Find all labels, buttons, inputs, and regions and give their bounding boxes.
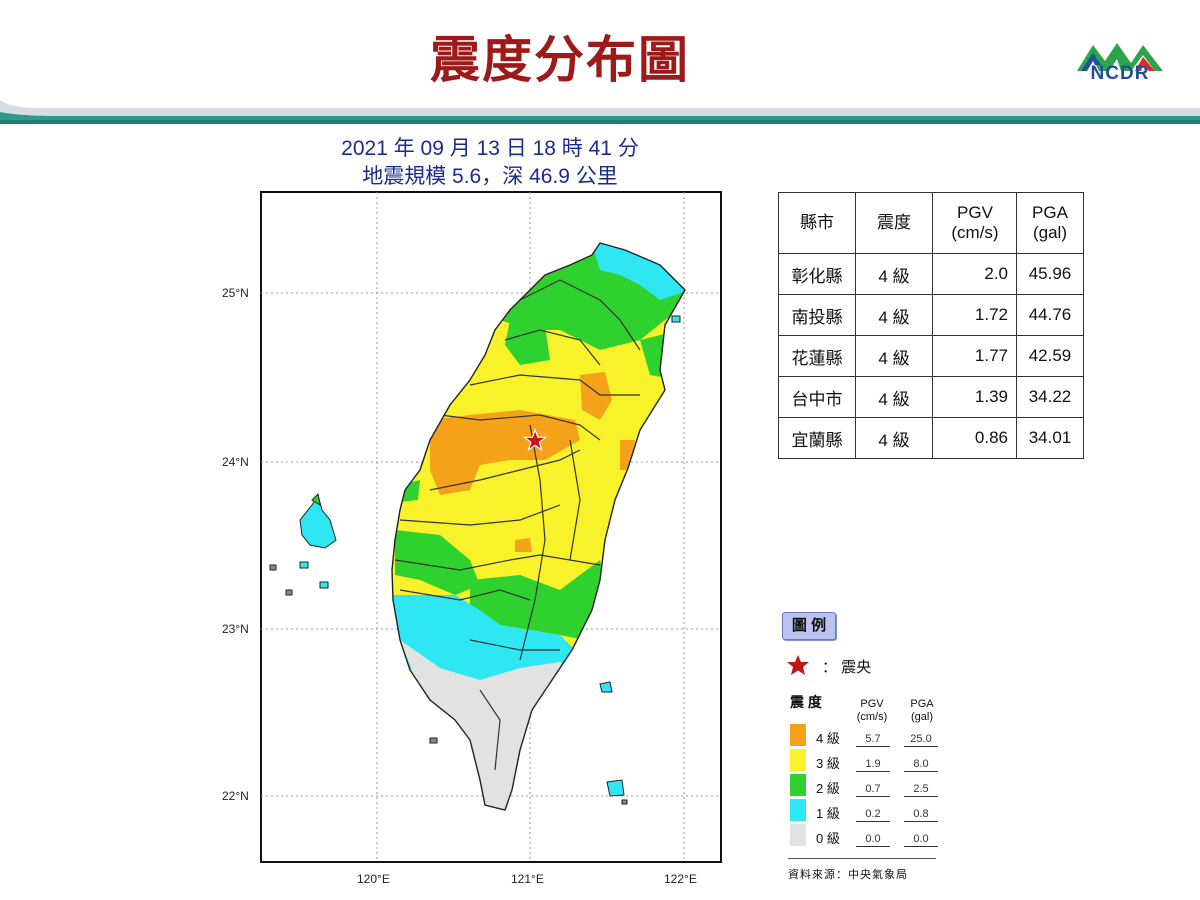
- cell-pgv: 1.72: [932, 294, 1017, 336]
- header-pgv: PGV (cm/s): [932, 192, 1017, 254]
- cell-intensity: 4 級: [855, 253, 933, 295]
- liuqiu-island: [429, 737, 438, 744]
- header-pga: PGA (gal): [1016, 192, 1084, 254]
- legend-col-intensity: 震 度: [790, 694, 822, 710]
- cell-intensity: 4 級: [855, 376, 933, 418]
- legend-pga-threshold: 8.0: [904, 757, 938, 772]
- table-row: 南投縣 4 級 1.72 44.76: [778, 294, 1084, 336]
- legend-pgv-threshold: 0.7: [856, 782, 890, 797]
- cell-county: 台中市: [778, 376, 856, 418]
- cell-pgv: 0.86: [932, 417, 1017, 459]
- table-row: 彰化縣 4 級 2.0 45.96: [778, 253, 1084, 295]
- legend-pgv-threshold: 0.2: [856, 807, 890, 822]
- cell-county: 南投縣: [778, 294, 856, 336]
- lat-label: 24°N: [222, 455, 249, 469]
- cell-pga: 45.96: [1016, 253, 1084, 295]
- cell-pga: 34.01: [1016, 417, 1084, 459]
- ncdr-logo-text: NCDR: [1090, 63, 1150, 84]
- orchid-island: [606, 779, 628, 805]
- legend-divider: [788, 858, 936, 859]
- cell-county: 宜蘭縣: [778, 417, 856, 459]
- table-row: 花蓮縣 4 級 1.77 42.59: [778, 335, 1084, 377]
- cell-pgv: 2.0: [932, 253, 1017, 295]
- legend-color-swatch: [790, 824, 806, 846]
- header-intensity: 震度: [855, 192, 933, 254]
- guishan-island: [671, 315, 681, 323]
- legend-pga-threshold: 25.0: [904, 732, 938, 747]
- lon-label: 120°E: [357, 872, 390, 886]
- data-source: 資料來源：中央氣象局: [788, 869, 908, 881]
- legend-level-label: 0 級: [816, 831, 840, 846]
- legend-color-swatch: [790, 774, 806, 796]
- table-header-row: 縣市 震度 PGV (cm/s) PGA (gal): [778, 192, 1084, 254]
- lon-label: 121°E: [511, 872, 544, 886]
- event-time: 2021 年 09 月 13 日 18 時 41 分: [341, 137, 639, 160]
- legend-level-label: 1 級: [816, 806, 840, 821]
- table-row: 宜蘭縣 4 級 0.86 34.01: [778, 417, 1084, 459]
- penghu-islands: [269, 492, 337, 596]
- cell-pga: 44.76: [1016, 294, 1084, 336]
- lat-label: 25°N: [222, 286, 249, 300]
- lat-label: 23°N: [222, 622, 249, 636]
- cell-pga: 42.59: [1016, 335, 1084, 377]
- page-title: 震度分布圖: [430, 31, 690, 89]
- legend-level-label: 4 級: [816, 731, 840, 746]
- table-row: 台中市 4 級 1.39 34.22: [778, 376, 1084, 418]
- cell-pgv: 1.77: [932, 335, 1017, 377]
- legend-epicenter-label: ： 震央: [822, 659, 872, 676]
- lat-label: 22°N: [222, 789, 249, 803]
- legend-color-swatch: [790, 799, 806, 821]
- county-boundaries: [394, 279, 641, 771]
- legend-color-swatch: [790, 724, 806, 746]
- legend-star-icon: [787, 655, 809, 675]
- legend-pgv-threshold: 5.7: [856, 732, 890, 747]
- header-county: 縣市: [778, 192, 856, 254]
- legend-pgv-threshold: 1.9: [856, 757, 890, 772]
- cell-intensity: 4 級: [855, 335, 933, 377]
- cell-pga: 34.22: [1016, 376, 1084, 418]
- legend-pgv-threshold: 0.0: [856, 832, 890, 847]
- event-magnitude-depth: 地震規模 5.6，深 46.9 公里: [362, 165, 618, 188]
- legend-col-pga: PGA (gal): [910, 698, 934, 723]
- cell-pgv: 1.39: [932, 376, 1017, 418]
- legend-color-swatch: [790, 749, 806, 771]
- legend-title: 圖 例: [782, 612, 836, 640]
- legend-pga-threshold: 0.8: [904, 807, 938, 822]
- legend-pga-threshold: 0.0: [904, 832, 938, 847]
- legend-col-pgv: PGV (cm/s): [856, 698, 888, 723]
- green-island: [599, 681, 613, 693]
- legend-level-label: 2 級: [816, 781, 840, 796]
- cell-county: 彰化縣: [778, 253, 856, 295]
- cell-intensity: 4 級: [855, 417, 933, 459]
- epicenter-star-icon: [522, 428, 548, 452]
- legend-level-label: 3 級: [816, 756, 840, 771]
- ncdr-logo: [1077, 43, 1163, 71]
- county-intensity-table: 縣市 震度 PGV (cm/s) PGA (gal) 彰化縣 4 級 2.0 45.96 南…: [778, 192, 1084, 459]
- legend-pga-threshold: 2.5: [904, 782, 938, 797]
- cell-county: 花蓮縣: [778, 335, 856, 377]
- cell-intensity: 4 級: [855, 294, 933, 336]
- lon-label: 122°E: [664, 872, 697, 886]
